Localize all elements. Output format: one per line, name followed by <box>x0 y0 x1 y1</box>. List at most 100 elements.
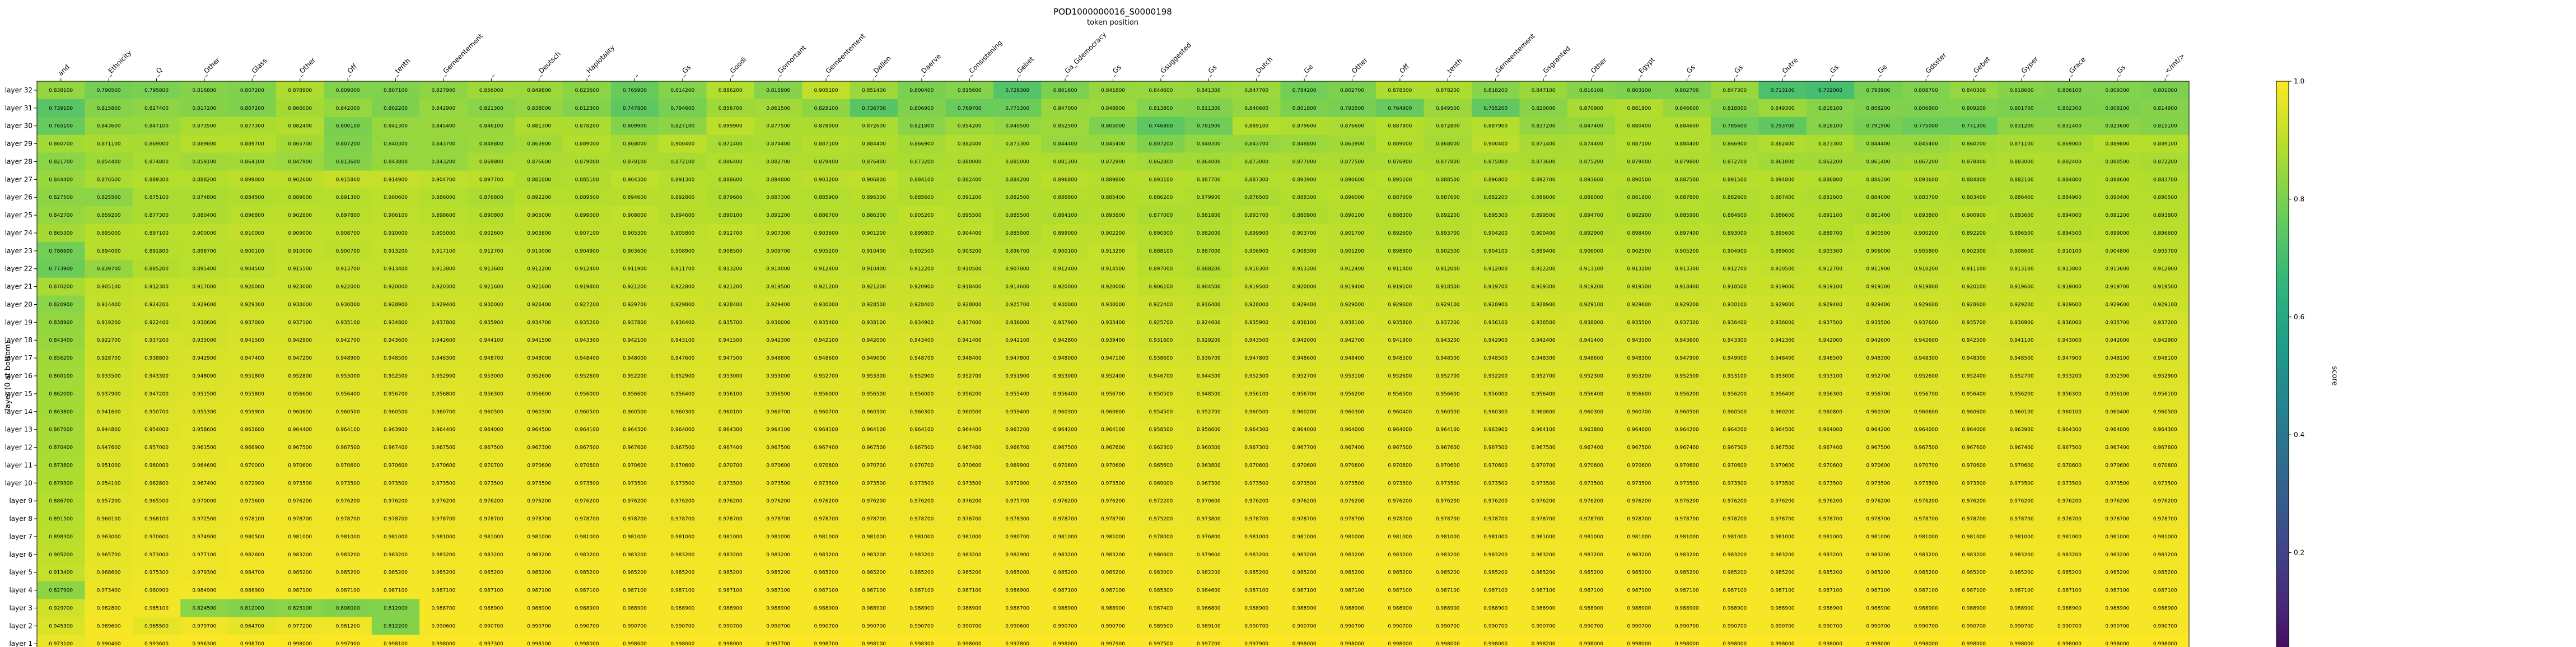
heatmap-cell <box>180 81 229 100</box>
heatmap-cell <box>563 99 612 118</box>
x-tick-label: _Gs <box>2112 63 2127 78</box>
cell-value-label: 0.863900 <box>1340 142 1364 147</box>
cell-value-label: 0.891200 <box>766 213 790 218</box>
cell-value-label: 0.990700 <box>2010 623 2034 629</box>
y-tick-label: layer 4 <box>9 587 32 594</box>
cell-value-label: 0.885200 <box>144 267 169 272</box>
cell-value-label: 0.985200 <box>670 570 694 576</box>
cell-value-label: 0.879800 <box>1675 159 1699 165</box>
cell-value-label: 0.887800 <box>1675 195 1699 201</box>
heatmap-cell <box>706 99 755 118</box>
heatmap-cell <box>515 152 563 171</box>
cell-value-label: 0.877800 <box>1436 159 1460 165</box>
cell-value-label: 0.936900 <box>2010 320 2034 325</box>
y-tick-label: layer 17 <box>5 354 32 362</box>
cell-value-label: 0.890800 <box>479 213 503 218</box>
cell-value-label: 0.987100 <box>862 588 886 594</box>
colorbar <box>2276 81 2289 647</box>
heatmap-cell <box>1424 99 1472 118</box>
heatmap-cell <box>610 152 659 171</box>
cell-value-label: 0.952700 <box>1436 374 1460 379</box>
cell-value-label: 0.978100 <box>240 516 264 522</box>
cell-value-label: 0.897800 <box>336 213 360 218</box>
heatmap-cell <box>610 188 659 207</box>
heatmap-cell <box>1998 99 2046 118</box>
heatmap-cell <box>37 241 85 260</box>
heatmap-cell <box>1711 188 1759 207</box>
heatmap-cell <box>802 170 851 189</box>
cell-value-label: 0.988900 <box>862 606 886 611</box>
heatmap-cell <box>1041 152 1090 171</box>
cell-value-label: 0.867000 <box>49 427 73 433</box>
cell-value-label: 0.965700 <box>97 552 121 558</box>
heatmap-cell <box>850 170 898 189</box>
cell-value-label: 0.929200 <box>1197 338 1221 343</box>
cell-value-label: 0.906000 <box>1579 249 1603 254</box>
heatmap-cell <box>802 134 851 153</box>
heatmap-cell <box>419 188 468 207</box>
cell-value-label: 0.941800 <box>1388 338 1412 343</box>
cell-value-label: 0.913200 <box>1101 249 1125 254</box>
cell-value-label: 0.877500 <box>1340 159 1364 165</box>
x-tick-label: _Gemeentement <box>438 32 484 78</box>
cell-value-label: 0.838100 <box>49 88 73 94</box>
cell-value-label: 0.947800 <box>1005 356 1029 361</box>
cell-value-label: 0.902500 <box>1627 249 1651 254</box>
cell-value-label: 0.997900 <box>1101 641 1125 647</box>
cell-value-label: 0.978700 <box>1627 516 1651 522</box>
cell-value-label: 0.930000 <box>1053 302 1077 308</box>
cell-value-label: 0.918500 <box>1436 285 1460 290</box>
cell-value-label: 0.952200 <box>1483 374 1508 379</box>
heatmap-cell <box>898 99 946 118</box>
heatmap-cell <box>1902 224 1950 243</box>
cell-value-label: 0.935700 <box>1962 320 1986 325</box>
cell-value-label: 0.974900 <box>192 534 216 540</box>
cell-value-label: 0.985000 <box>1005 570 1029 576</box>
heatmap-cell <box>1519 206 1568 225</box>
heatmap-cell <box>1806 188 1855 207</box>
cell-value-label: 0.935400 <box>814 320 838 325</box>
cell-value-label: 0.879300 <box>49 481 73 486</box>
cell-value-label: 0.870400 <box>49 445 73 451</box>
cell-value-label: 0.973500 <box>1627 481 1651 486</box>
cell-value-label: 0.983200 <box>575 552 599 558</box>
heatmap-cell <box>1711 81 1759 100</box>
cell-value-label: 0.935900 <box>1244 320 1268 325</box>
cell-value-label: 0.918500 <box>1723 285 1747 290</box>
cell-value-label: 0.976200 <box>958 499 982 504</box>
cell-value-label: 0.929100 <box>1436 302 1460 308</box>
cell-value-label: 0.808200 <box>1866 106 1890 111</box>
cell-value-label: 0.964100 <box>1436 427 1460 433</box>
cell-value-label: 0.881600 <box>1818 195 1842 201</box>
heatmap-cell <box>993 206 1042 225</box>
cell-value-label: 0.786600 <box>49 249 73 254</box>
cell-value-label: 0.978700 <box>2105 516 2129 522</box>
cell-value-label: 0.790500 <box>97 88 121 94</box>
cell-value-label: 0.982800 <box>97 606 121 611</box>
heatmap-cell <box>754 241 802 260</box>
cell-value-label: 0.990700 <box>623 623 647 629</box>
cell-value-label: 0.739100 <box>49 106 73 111</box>
heatmap-cell <box>850 117 898 136</box>
heatmap-cell <box>515 224 563 243</box>
cell-value-label: 0.936100 <box>1483 320 1508 325</box>
cell-value-label: 0.989500 <box>1149 623 1173 629</box>
cell-value-label: 0.920000 <box>1292 285 1317 290</box>
heatmap-cell <box>1806 117 1855 136</box>
cell-value-label: 0.878200 <box>575 124 599 129</box>
heatmap-cell <box>467 188 516 207</box>
cell-value-label: 0.964000 <box>670 427 694 433</box>
cell-value-label: 0.847300 <box>1723 88 1747 94</box>
cell-value-label: 0.867200 <box>1914 159 1938 165</box>
heatmap-cell <box>1519 99 1568 118</box>
cell-value-label: 0.970600 <box>575 463 599 468</box>
heatmap-cell <box>1089 117 1137 136</box>
cell-value-label: 0.985200 <box>479 570 503 576</box>
cell-value-label: 0.956100 <box>2105 392 2129 397</box>
cell-value-label: 0.876800 <box>479 195 503 201</box>
cell-value-label: 0.948500 <box>1436 356 1460 361</box>
cell-value-label: 0.973500 <box>1771 481 1795 486</box>
cell-value-label: 0.976200 <box>1053 499 1077 504</box>
cell-value-label: 0.985100 <box>144 606 169 611</box>
cell-value-label: 0.866900 <box>1723 142 1747 147</box>
